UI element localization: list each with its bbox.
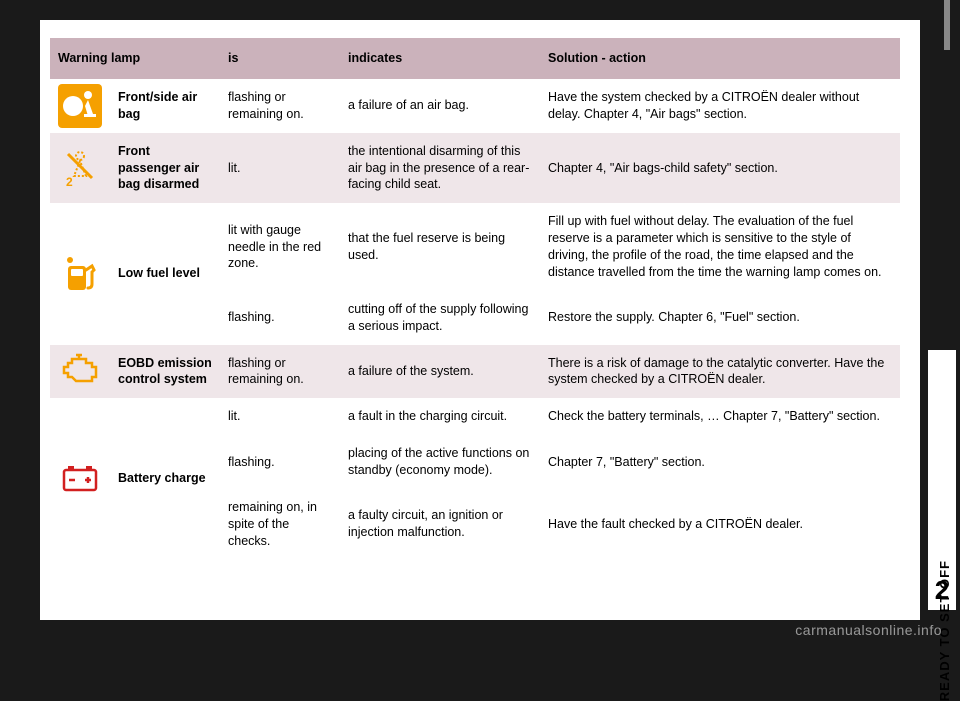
row-is: flashing or remaining on. bbox=[220, 345, 340, 399]
row-indicates: a failure of an air bag. bbox=[340, 79, 540, 133]
row-solution: Chapter 4, "Air bags-child safety" secti… bbox=[540, 133, 900, 204]
row-solution: Chapter 7, "Battery" section. bbox=[540, 435, 900, 489]
row-indicates: the intentional disarming of this air ba… bbox=[340, 133, 540, 204]
row-label: Front/side air bag bbox=[110, 79, 220, 133]
warning-lamp-table: Warning lamp is indicates Solution - act… bbox=[50, 38, 900, 560]
table-header-row: Warning lamp is indicates Solution - act… bbox=[50, 38, 900, 79]
watermark-text: carmanualsonline.info bbox=[795, 622, 942, 638]
col-warning-lamp: Warning lamp bbox=[50, 38, 220, 79]
row-indicates: that the fuel reserve is being used. bbox=[340, 203, 540, 291]
section-number: 2 bbox=[928, 575, 956, 606]
row-solution: Have the system checked by a CITROËN dea… bbox=[540, 79, 900, 133]
row-indicates: a fault in the charging circuit. bbox=[340, 398, 540, 435]
airbag-off-icon: 2 bbox=[50, 133, 110, 204]
row-solution: Restore the supply. Chapter 6, "Fuel" se… bbox=[540, 291, 900, 345]
table-row: Battery charge lit. a fault in the charg… bbox=[50, 398, 900, 435]
row-label: Battery charge bbox=[110, 398, 220, 559]
table-row: EOBD emission control system flashing or… bbox=[50, 345, 900, 399]
row-is: lit with gauge needle in the red zone. bbox=[220, 203, 340, 291]
row-solution: Check the battery terminals, … Chapter 7… bbox=[540, 398, 900, 435]
airbag-icon bbox=[50, 79, 110, 133]
row-is: flashing. bbox=[220, 435, 340, 489]
row-solution: There is a risk of damage to the catalyt… bbox=[540, 345, 900, 399]
battery-icon bbox=[50, 398, 110, 559]
scroll-indicator bbox=[944, 0, 950, 50]
row-is: lit. bbox=[220, 398, 340, 435]
row-is: flashing. bbox=[220, 291, 340, 345]
col-indicates: indicates bbox=[340, 38, 540, 79]
table-row: Low fuel level lit with gauge needle in … bbox=[50, 203, 900, 291]
col-solution: Solution - action bbox=[540, 38, 900, 79]
col-is: is bbox=[220, 38, 340, 79]
row-label: Low fuel level bbox=[110, 203, 220, 344]
manual-page: Warning lamp is indicates Solution - act… bbox=[40, 20, 920, 620]
row-is: remaining on, in spite of the checks. bbox=[220, 489, 340, 560]
row-indicates: a failure of the system. bbox=[340, 345, 540, 399]
row-label: EOBD emission control system bbox=[110, 345, 220, 399]
table-row: 2 Front passenger air bag disarmed lit. … bbox=[50, 133, 900, 204]
row-indicates: cutting off of the supply following a se… bbox=[340, 291, 540, 345]
row-is: flashing or remaining on. bbox=[220, 79, 340, 133]
table-row: Front/side air bag flashing or remaining… bbox=[50, 79, 900, 133]
row-label: Front passenger air bag disarmed bbox=[110, 133, 220, 204]
row-solution: Have the fault checked by a CITROËN deal… bbox=[540, 489, 900, 560]
row-indicates: a faulty circuit, an ignition or injecti… bbox=[340, 489, 540, 560]
row-is: lit. bbox=[220, 133, 340, 204]
row-indicates: placing of the active functions on stand… bbox=[340, 435, 540, 489]
row-solution: Fill up with fuel without delay. The eva… bbox=[540, 203, 900, 291]
fuel-icon bbox=[50, 203, 110, 344]
section-tab: READY TO SET OFF 2 bbox=[928, 350, 956, 610]
svg-text:2: 2 bbox=[66, 175, 73, 189]
engine-icon bbox=[50, 345, 110, 399]
